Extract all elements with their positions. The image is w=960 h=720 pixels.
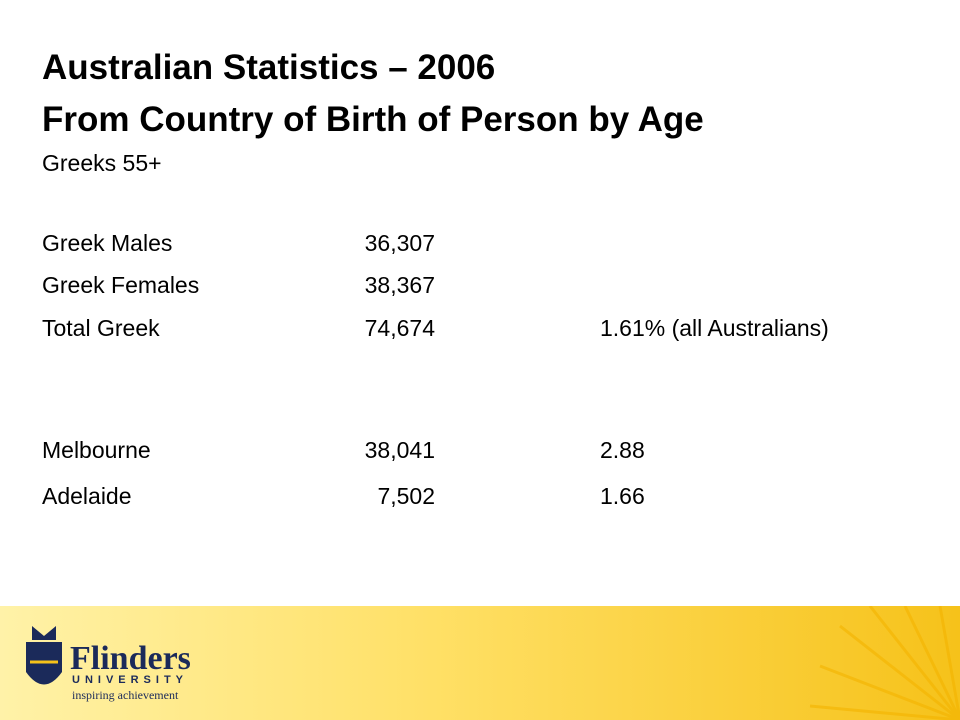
row-value: 38,041 xyxy=(364,437,435,463)
crest xyxy=(26,626,62,685)
row-value: 36,307 xyxy=(364,230,435,256)
row-label: Adelaide xyxy=(42,483,132,509)
logo-tagline: inspiring achievement xyxy=(72,688,179,702)
logo-sub: UNIVERSITY xyxy=(72,674,189,686)
row-extra: 1.66 xyxy=(600,483,645,509)
title-line: Australian Statistics – 2006 xyxy=(42,48,496,87)
sunburst xyxy=(809,606,960,720)
row-label: Greek Females xyxy=(42,272,200,298)
row-extra: 1.61% (all Australians) xyxy=(600,315,829,341)
title-line: From Country of Birth of Person by Age xyxy=(42,100,704,139)
row-value: 7,502 xyxy=(377,483,435,509)
row-extra: 2.88 xyxy=(600,437,645,463)
subtitle: Greeks 55+ xyxy=(42,150,162,176)
row-label: Greek Males xyxy=(42,230,173,256)
row-label: Melbourne xyxy=(42,437,151,463)
logo-name: Flinders xyxy=(70,640,191,677)
footer-band xyxy=(0,606,960,720)
row-label: Total Greek xyxy=(42,315,160,341)
row-value: 38,367 xyxy=(364,272,435,298)
row-value: 74,674 xyxy=(364,315,435,341)
